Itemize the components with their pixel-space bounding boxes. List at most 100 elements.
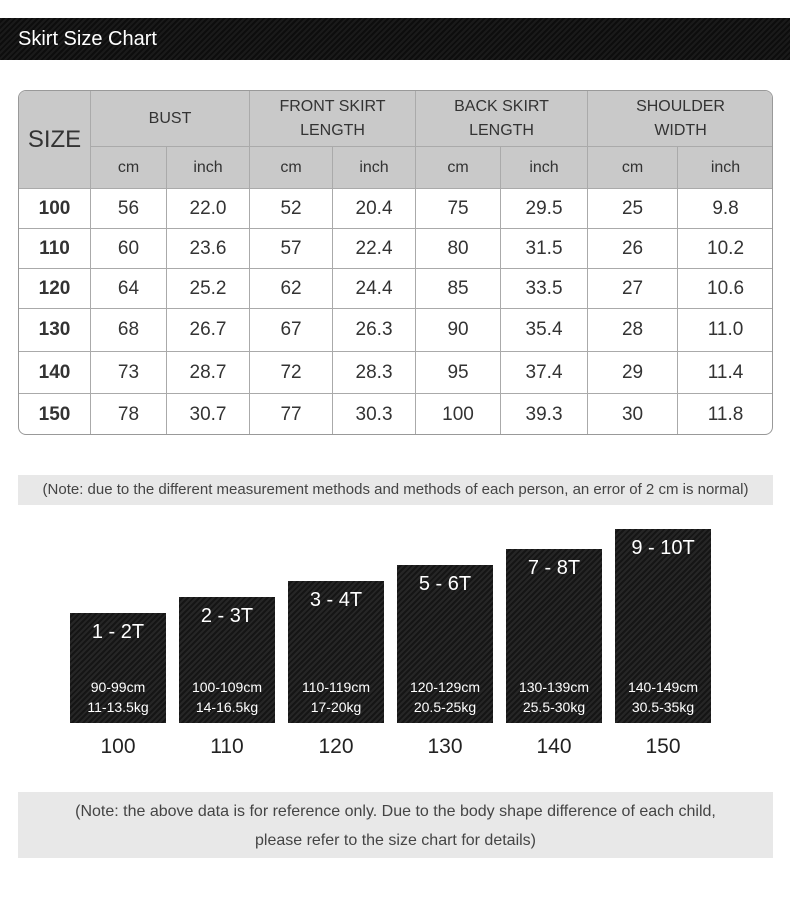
cell: 24.4: [332, 268, 417, 309]
cell: 10.2: [677, 228, 772, 269]
size-block: 5 - 6T 120-129cm 20.5-25kg: [397, 565, 493, 723]
title: Skirt Size Chart: [18, 28, 157, 50]
unit: cm: [587, 146, 679, 189]
height: 110-119cm: [302, 679, 370, 695]
cell: 80: [415, 228, 502, 269]
cell: 52: [249, 188, 334, 229]
cell: 75: [415, 188, 502, 229]
height: 90-99cm: [90, 679, 146, 695]
size: 120: [19, 268, 91, 309]
cell: 95: [415, 351, 502, 394]
table: SIZE BUST FRONT SKIRT LENGTH BACK SKIRT LEN…: [19, 91, 772, 434]
unit: cm: [415, 146, 502, 189]
cell: 100: [415, 393, 502, 434]
cell: 78: [90, 393, 167, 434]
size-label: 100: [100, 735, 136, 758]
size: 110: [19, 228, 91, 269]
cell: 22.0: [165, 188, 251, 229]
note: (Note: due to the different measurement …: [18, 475, 773, 505]
height-weight: 90-99cm 11-13.5kg: [70, 677, 166, 717]
age: 1 - 2T: [91, 621, 145, 643]
cell: 72: [249, 351, 334, 394]
data-row: 120 64 25.2 62 24.4 85 33.5 27 10.6: [19, 268, 772, 309]
cell: 29: [587, 351, 679, 394]
column-group: BACK SKIRT LENGTH: [415, 91, 589, 147]
cell: 25.2: [165, 268, 251, 309]
cell: 28: [587, 308, 679, 352]
cell: 60: [90, 228, 167, 269]
height-weight: 140-149cm 30.5-35kg: [615, 677, 711, 717]
height-weight: 120-129cm 20.5-25kg: [397, 677, 493, 717]
data-row: 150 78 30.7 77 30.3 100 39.3 30 11.8: [19, 393, 772, 434]
size-block: 2 - 3T 100-109cm 14-16.5kg: [179, 597, 275, 723]
age: 9 - 10T: [631, 537, 695, 559]
size-label: 120: [318, 735, 354, 758]
cell: 26.7: [165, 308, 251, 352]
data-row: 130 68 26.7 67 26.3 90 35.4 28 11.0: [19, 308, 772, 352]
size-block: 9 - 10T 140-149cm 30.5-35kg: [615, 529, 711, 723]
cell: 90: [415, 308, 502, 352]
cell: 10.6: [677, 268, 772, 309]
cell: 67: [249, 308, 334, 352]
size: 140: [19, 351, 91, 394]
cell: 62: [249, 268, 334, 309]
age: 7 - 8T: [527, 557, 581, 579]
cell: 11.4: [677, 351, 772, 394]
weight: 30.5-35kg: [631, 699, 695, 715]
unit-row: cm inch cm inch cm inch cm inch: [19, 146, 772, 189]
size-label: 130: [427, 735, 463, 758]
cell: 20.4: [332, 188, 417, 229]
header-bar: Skirt Size Chart: [0, 18, 790, 60]
cell: 25: [587, 188, 679, 229]
cell: 30.3: [332, 393, 417, 434]
cell: 85: [415, 268, 502, 309]
height: 120-129cm: [409, 679, 481, 695]
weight: 14-16.5kg: [195, 699, 259, 715]
cell: 27: [587, 268, 679, 309]
unit: cm: [90, 146, 167, 189]
cell: 29.5: [500, 188, 589, 229]
height: 130-139cm: [518, 679, 590, 695]
age: 2 - 3T: [200, 605, 254, 627]
cell: 11.0: [677, 308, 772, 352]
note-line: (Note: the above data is for reference o…: [75, 803, 716, 820]
unit: cm: [249, 146, 334, 189]
cell: 11.8: [677, 393, 772, 434]
age: 3 - 4T: [309, 589, 363, 611]
cell: 22.4: [332, 228, 417, 269]
cell: 64: [90, 268, 167, 309]
cell: 57: [249, 228, 334, 269]
size-label: 150: [645, 735, 681, 758]
unit: inch: [165, 146, 251, 189]
header-row: SIZE BUST FRONT SKIRT LENGTH BACK SKIRT LEN…: [19, 91, 772, 189]
size-label: 140: [536, 735, 572, 758]
cell: 30.7: [165, 393, 251, 434]
size: 130: [19, 308, 91, 352]
cell: 26: [587, 228, 679, 269]
size-block: 1 - 2T 90-99cm 11-13.5kg: [70, 613, 166, 723]
cell: 28.7: [165, 351, 251, 394]
size-block: 7 - 8T 130-139cm 25.5-30kg: [506, 549, 602, 723]
height-weight: 130-139cm 25.5-30kg: [506, 677, 602, 717]
unit: inch: [332, 146, 417, 189]
cell: 77: [249, 393, 334, 434]
column-group: BUST: [89, 91, 251, 147]
cell: 9.8: [677, 188, 772, 229]
height: 100-109cm: [191, 679, 263, 695]
data-row: 100 56 22.0 52 20.4 75 29.5 25 9.8: [19, 188, 772, 229]
cell: 30: [587, 393, 679, 434]
column-group: SHOULDER WIDTH: [587, 91, 772, 147]
size-table: SIZE BUST FRONT SKIRT LENGTH BACK SKIRT LEN…: [18, 90, 773, 435]
size-block: 3 - 4T 110-119cm 17-20kg: [288, 581, 384, 723]
height-weight: 100-109cm 14-16.5kg: [179, 677, 275, 717]
unit: inch: [677, 146, 772, 189]
note: (Note: the above data is for reference o…: [18, 792, 773, 858]
cell: 28.3: [332, 351, 417, 394]
size: 150: [19, 393, 91, 434]
cell: 33.5: [500, 268, 589, 309]
size-label: 110: [210, 735, 244, 758]
cell: 37.4: [500, 351, 589, 394]
weight: 25.5-30kg: [522, 699, 586, 715]
cell: 23.6: [165, 228, 251, 269]
